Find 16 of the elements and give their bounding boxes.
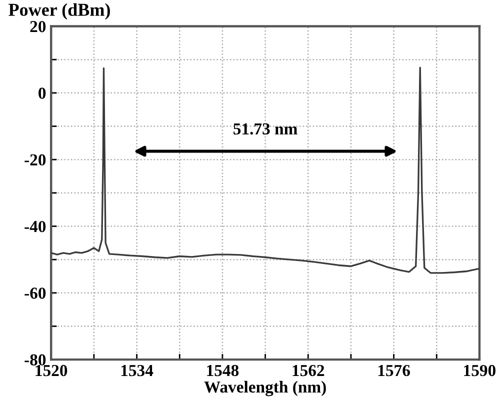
x-tick-label: 1576 — [378, 364, 410, 376]
y-tick-label: 0 — [38, 88, 46, 99]
y-tick-label: -20 — [24, 154, 46, 166]
x-tick-label: 1520 — [36, 364, 68, 376]
annotation: 51.73 nm — [234, 123, 298, 135]
x-tick-label: 1562 — [292, 364, 324, 376]
y-tick-label: -80 — [24, 354, 46, 366]
y-axis-title: Power (dBm) — [8, 3, 110, 20]
y-tick-label: -60 — [24, 288, 46, 299]
y-tick-label: -40 — [24, 220, 46, 232]
x-tick-label: 1534 — [121, 364, 154, 376]
line-series — [51, 66, 480, 274]
y-tick-label: 20 — [30, 20, 46, 32]
x-tick-label: 1590 — [464, 364, 496, 376]
x-tick-label: 1548 — [207, 364, 239, 376]
x-axis-title: Wavelength (nm) — [204, 380, 326, 396]
